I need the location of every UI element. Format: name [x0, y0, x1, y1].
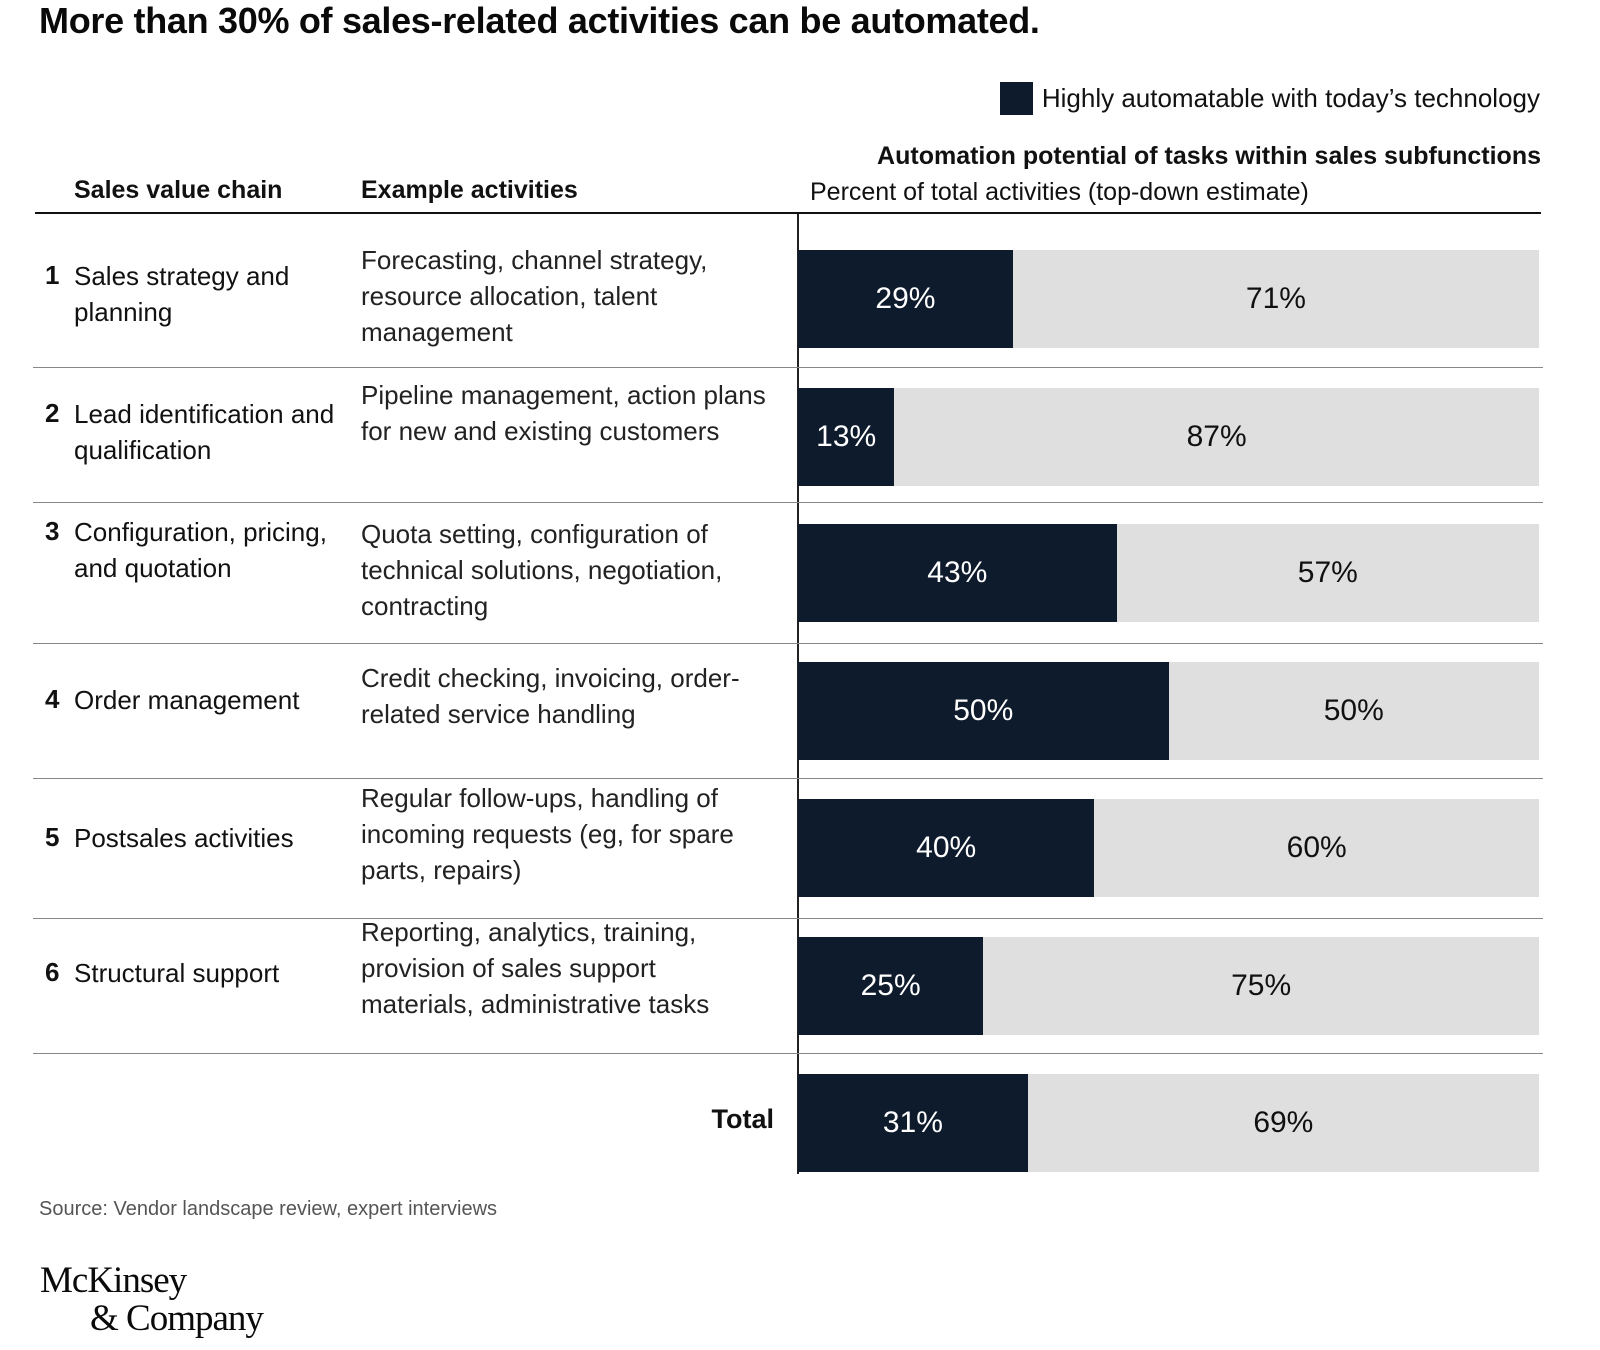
row-activities: Reporting, analytics, training, provisio… [361, 917, 710, 1019]
row-activities: Regular follow-ups, handling of incoming… [361, 783, 734, 885]
row-label: Order management [74, 685, 300, 715]
row-number: 2 [45, 398, 60, 428]
bar-segment-automatable: 50% [798, 662, 1169, 760]
source-note: Source: Vendor landscape review, expert … [39, 1198, 498, 1220]
row-separator [33, 1053, 1543, 1054]
bar-4: 40% 60% [798, 799, 1539, 897]
mckinsey-logo: McKinsey & Company [40, 1260, 264, 1339]
bar-2: 43% 57% [798, 524, 1539, 622]
logo-line-2: & Company [90, 1298, 264, 1339]
row-separator [33, 918, 1543, 919]
header-example-activities: Example activities [361, 176, 578, 204]
bar-segment-automatable: 43% [798, 524, 1117, 622]
row-separator [33, 778, 1543, 779]
chart-title: More than 30% of sales-related activitie… [39, 0, 1040, 41]
bar-6: 31% 69% [798, 1074, 1539, 1172]
bar-1: 13% 87% [798, 388, 1539, 486]
row-activities: Pipeline management, action plans for ne… [361, 380, 766, 446]
bar-5: 25% 75% [798, 937, 1539, 1035]
bar-segment-remaining: 50% [1323, 694, 1384, 727]
legend-label: Highly automatable with today’s technolo… [1041, 83, 1540, 113]
bar-segment-automatable: 13% [798, 388, 895, 486]
header-subtitle: Percent of total activities (top-down es… [810, 178, 1309, 206]
row-number: 5 [45, 822, 60, 852]
bar-segment-remaining: 87% [1186, 420, 1247, 453]
legend-swatch [999, 82, 1033, 115]
bar-segment-automatable: 29% [798, 250, 1013, 348]
bar-0: 29% 71% [798, 250, 1539, 348]
row-label: Lead identification and qualification [74, 399, 335, 465]
bar-segment-automatable: 31% [798, 1074, 1028, 1172]
bar-segment-remaining: 69% [1253, 1106, 1314, 1139]
row-activities: Forecasting, channel strategy, resource … [361, 245, 708, 347]
row-number: 4 [45, 684, 60, 714]
row-label: Sales strategy and planning [74, 261, 290, 327]
row-separator [33, 643, 1543, 644]
row-label: Postsales activities [74, 823, 294, 853]
row-number: 1 [45, 260, 60, 290]
header-sales-value-chain: Sales value chain [74, 176, 283, 204]
bar-3: 50% 50% [798, 662, 1539, 760]
row-separator [33, 367, 1543, 368]
header-rule [35, 212, 1541, 214]
row-activities: Credit checking, invoicing, order-relate… [361, 663, 740, 729]
bar-segment-automatable: 25% [798, 937, 984, 1035]
row-label: Configuration, pricing, and quotation [74, 517, 327, 583]
row-activities: Quota setting, configuration of technica… [361, 519, 723, 621]
row-number: 3 [45, 516, 60, 546]
row-separator [33, 502, 1543, 503]
axis-line [797, 214, 799, 1174]
bar-segment-remaining: 71% [1245, 282, 1306, 315]
bar-segment-automatable: 40% [798, 799, 1095, 897]
logo-line-1: McKinsey [40, 1260, 187, 1301]
total-label: Total [711, 1104, 775, 1134]
bar-segment-remaining: 75% [1231, 969, 1292, 1002]
bar-segment-remaining: 60% [1286, 831, 1347, 864]
bar-segment-remaining: 57% [1297, 556, 1358, 589]
row-label: Structural support [74, 958, 280, 988]
header-automation-potential: Automation potential of tasks within sal… [877, 142, 1541, 170]
row-number: 6 [45, 957, 60, 987]
legend: Highly automatable with today’s technolo… [999, 82, 1540, 115]
